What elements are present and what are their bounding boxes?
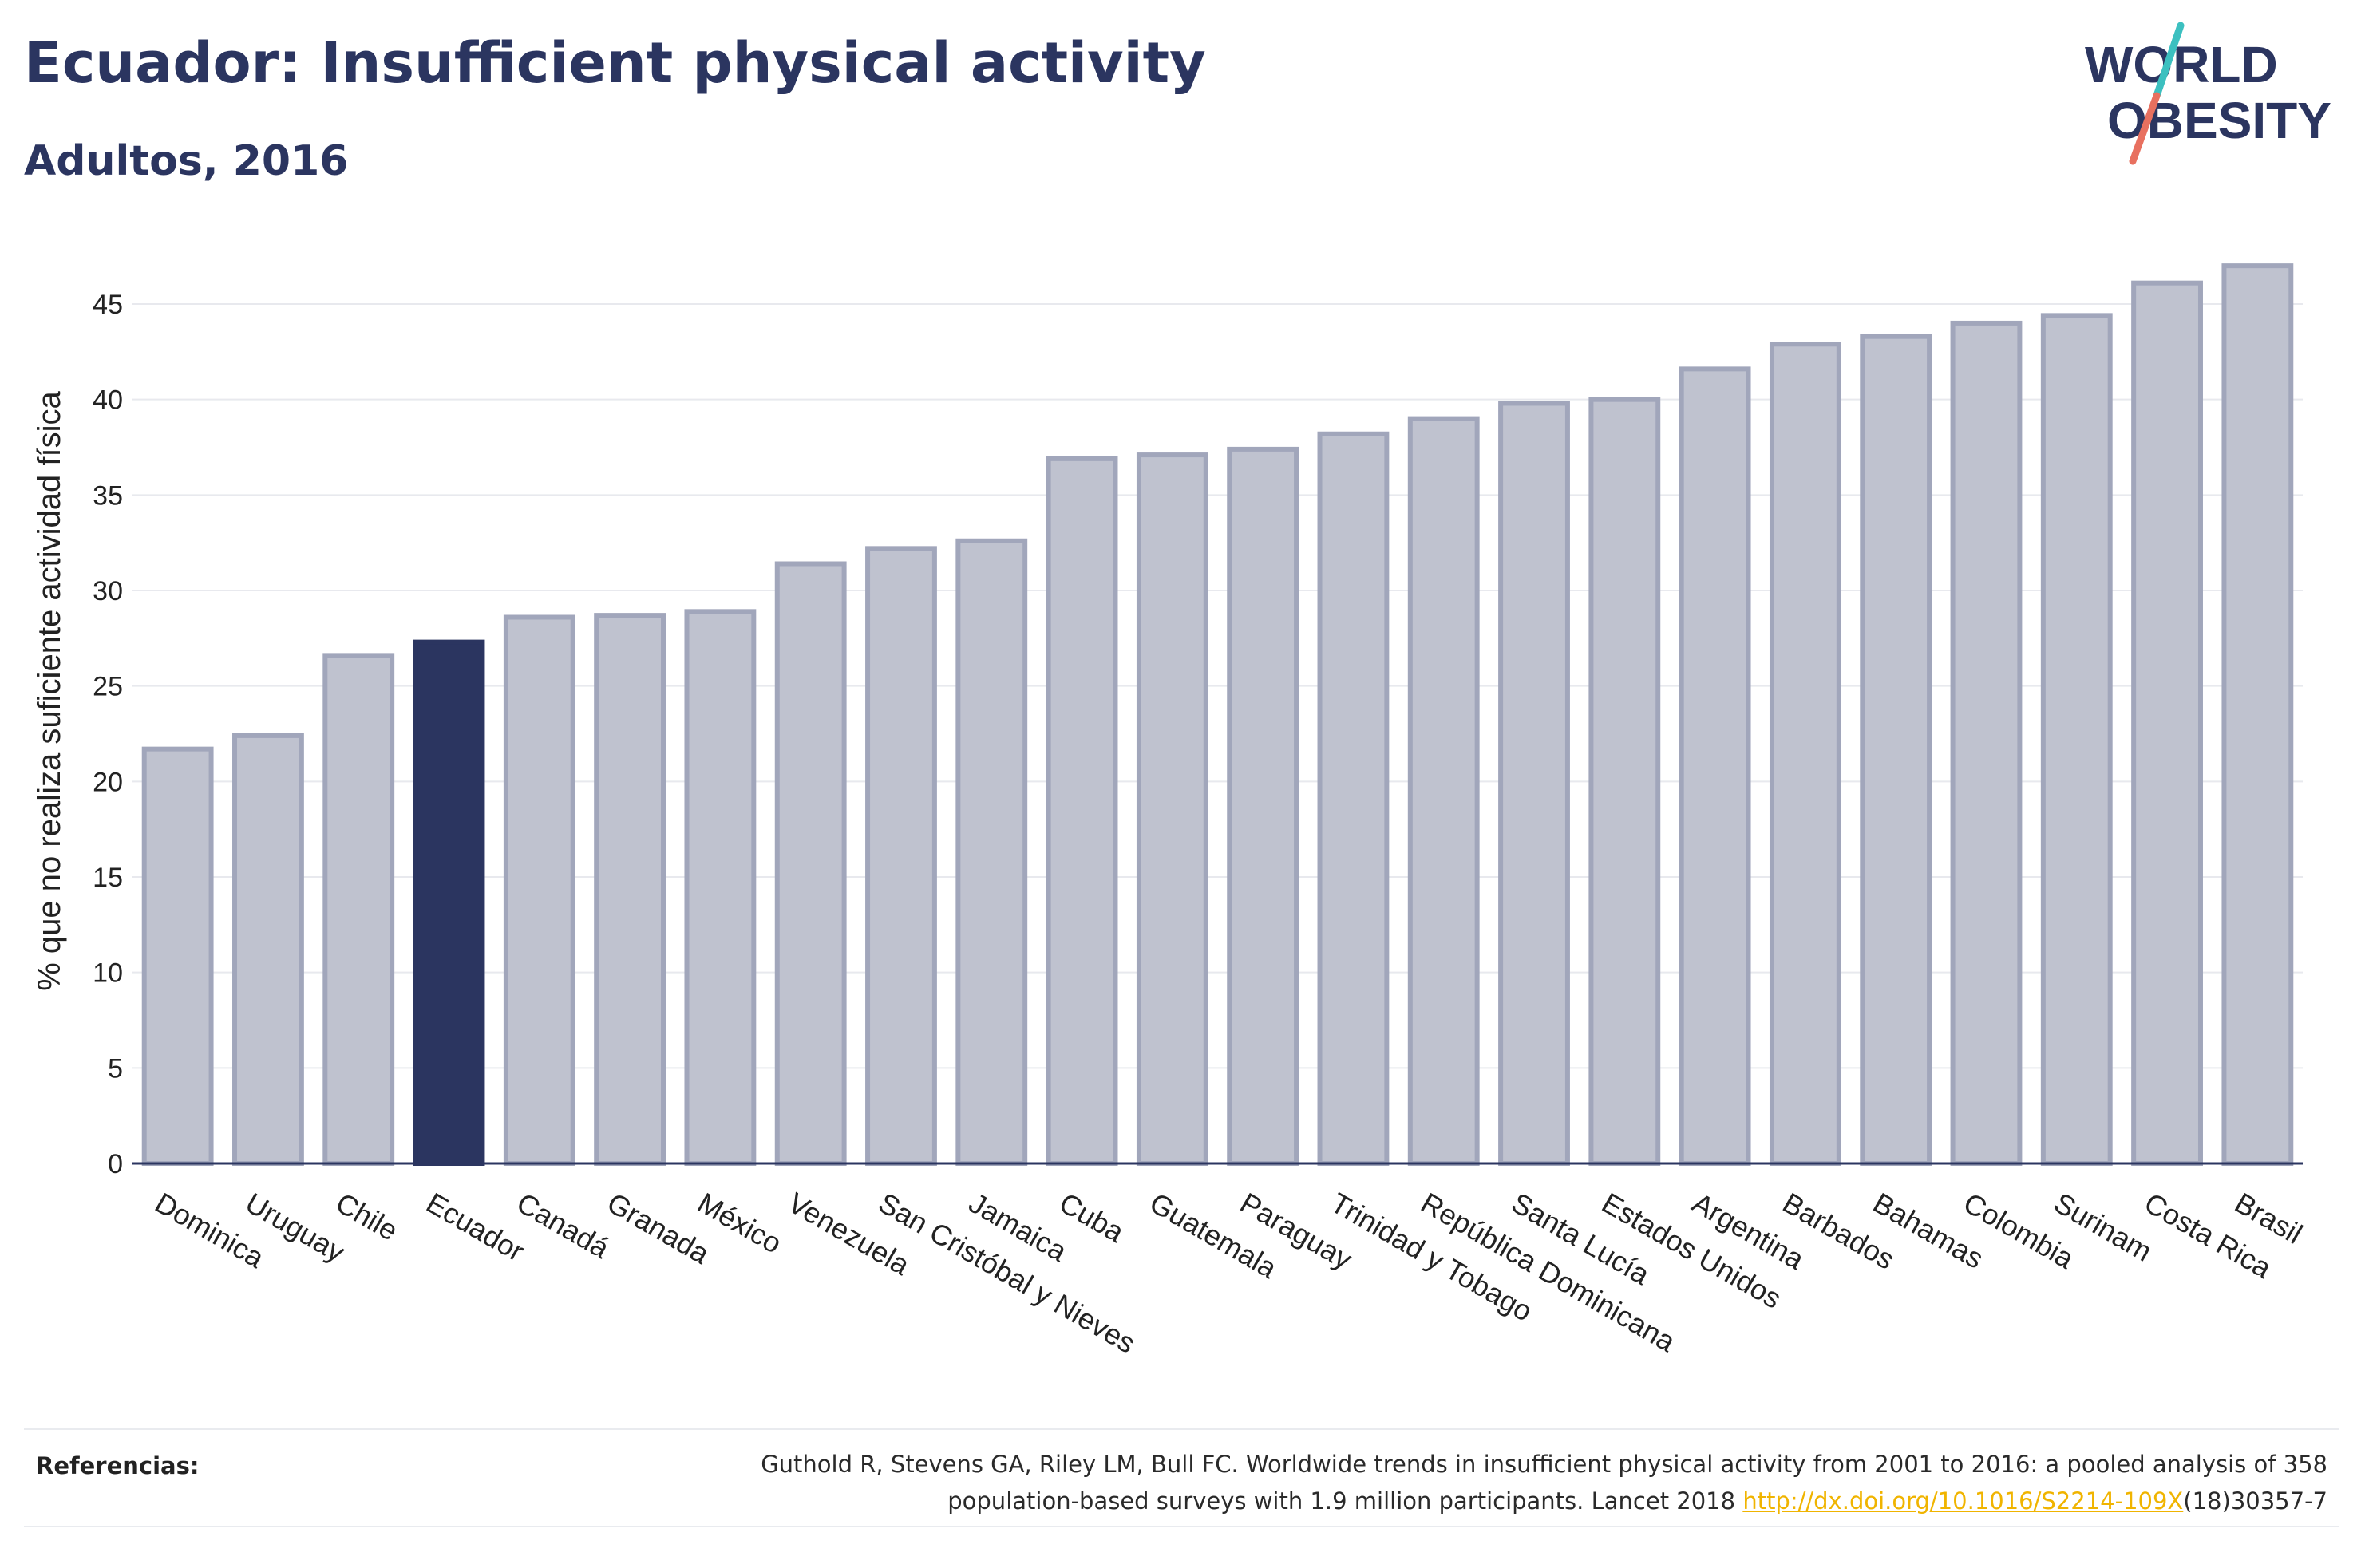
bar <box>1679 366 1751 1166</box>
y-tick-label: 35 <box>93 480 123 511</box>
y-tick-label: 10 <box>93 958 123 989</box>
bar <box>322 653 395 1166</box>
x-tick-label: Ecuador <box>421 1186 530 1268</box>
bar <box>1950 320 2023 1166</box>
chart-subtitle: Adultos, 2016 <box>24 137 349 185</box>
y-tick-label: 40 <box>93 385 123 416</box>
bar <box>1317 431 1390 1166</box>
bar <box>774 561 847 1166</box>
x-tick-label: Granada <box>602 1186 716 1270</box>
bar <box>2131 280 2203 1166</box>
references-divider-bottom <box>24 1526 2339 1527</box>
references-label: Referencias: <box>36 1452 200 1479</box>
x-tick-label: Canadá <box>512 1186 616 1265</box>
y-tick-label: 20 <box>93 767 123 797</box>
bar <box>865 546 937 1166</box>
y-tick-label: 0 <box>108 1149 123 1179</box>
bar <box>1046 456 1118 1166</box>
bar <box>503 614 575 1166</box>
bar <box>1227 446 1299 1166</box>
bar <box>594 613 666 1166</box>
bar <box>955 538 1028 1166</box>
y-tick-label: 25 <box>93 672 123 702</box>
logo-slash-coral <box>2129 92 2161 165</box>
bar <box>2221 263 2294 1167</box>
references-doi-link[interactable]: http://dx.doi.org/10.1016/S2214-109X <box>1742 1487 2184 1515</box>
y-tick-label: 15 <box>93 863 123 893</box>
bar <box>1860 334 1932 1167</box>
references-divider-top <box>24 1428 2339 1430</box>
bar <box>1588 397 1661 1166</box>
bar <box>2040 313 2113 1166</box>
bar <box>1407 416 1480 1166</box>
bar <box>1498 401 1570 1167</box>
y-tick-label: 45 <box>93 290 123 320</box>
logo-line-world: WORLD <box>2085 36 2278 93</box>
y-tick-label: 30 <box>93 576 123 606</box>
bar <box>1136 452 1208 1166</box>
bars <box>141 263 2294 1167</box>
y-axis-label: % que no realiza suficiente actividad fí… <box>32 390 67 990</box>
bar <box>1769 342 1841 1166</box>
grid-lines <box>132 303 2303 1069</box>
bar <box>684 609 757 1166</box>
world-obesity-logo: WORLD OBESITY <box>2085 22 2331 165</box>
bar <box>232 733 304 1166</box>
bar-highlighted <box>413 639 485 1166</box>
chart-title: Ecuador: Insufficient physical activity <box>24 30 1206 96</box>
references-line-2-prefix: population-based surveys with 1.9 millio… <box>947 1487 1743 1515</box>
references-line-2-suffix: (18)30357-7 <box>2183 1487 2327 1515</box>
references-text: Guthold R, Stevens GA, Riley LM, Bull FC… <box>492 1446 2327 1519</box>
logo-slash-teal <box>2153 22 2185 100</box>
bar <box>141 746 214 1166</box>
references-line-1: Guthold R, Stevens GA, Riley LM, Bull FC… <box>761 1451 2327 1478</box>
y-tick-label: 5 <box>108 1053 123 1084</box>
